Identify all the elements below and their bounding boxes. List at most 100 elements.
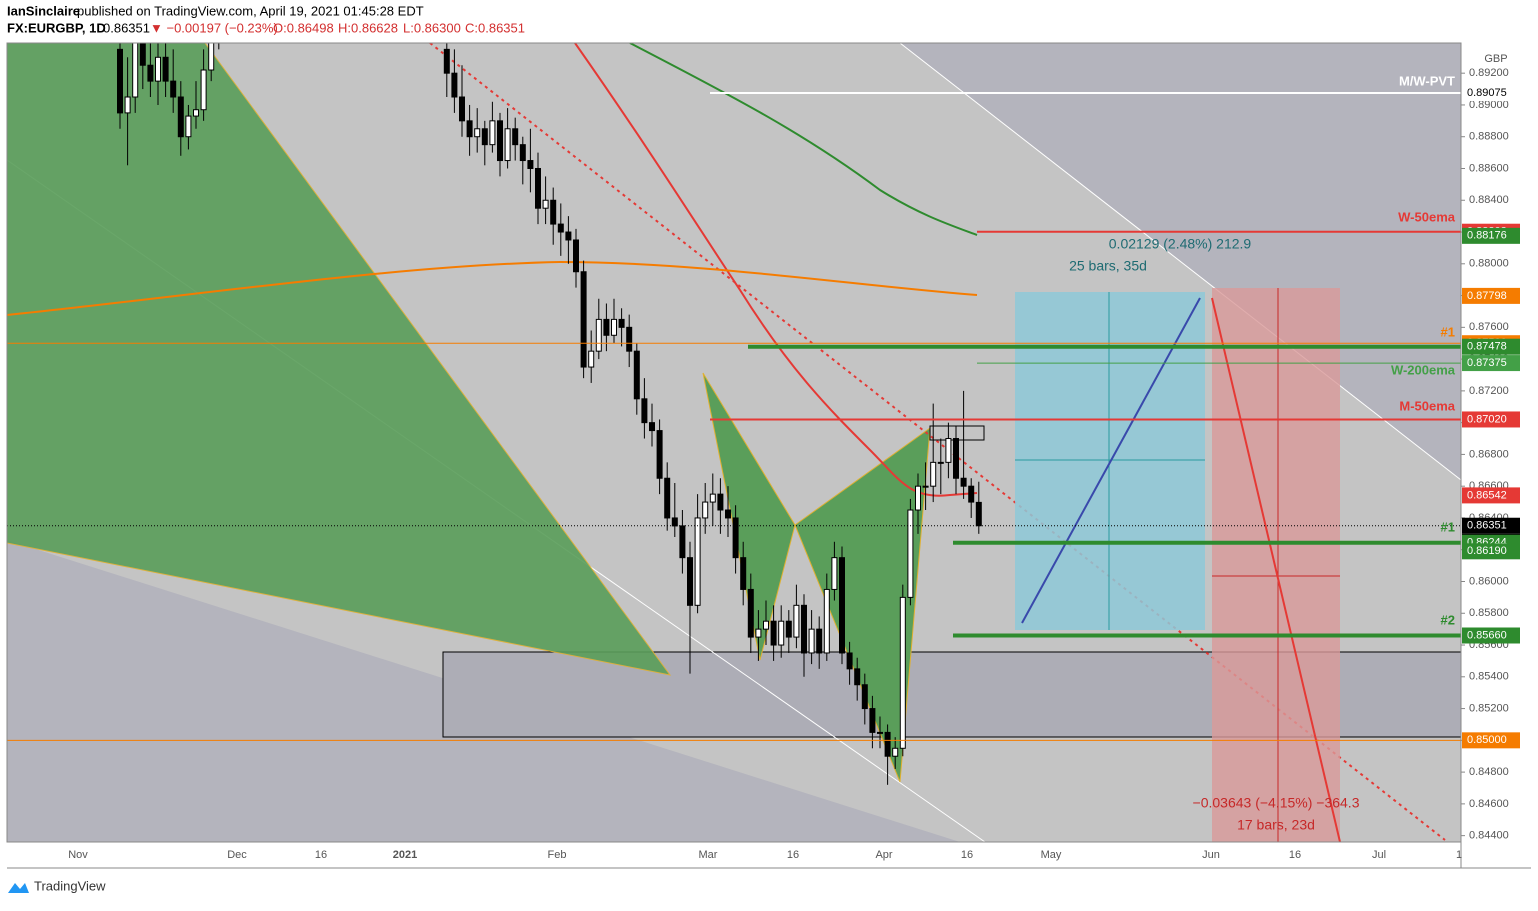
candle-body [497,120,503,162]
triangle [7,43,672,676]
candle-body [778,620,785,646]
y-tick-label: 0.88400 [1469,194,1509,206]
candle-body [725,509,731,519]
candle-body [603,318,610,336]
arrow [1211,297,1341,842]
currency: GBP [1484,53,1507,65]
candle-body [580,271,587,368]
candle-body [854,668,861,686]
candle-body [770,620,777,646]
y-tick-label: 0.85800 [1469,607,1509,619]
x-tick-label: 16 [1289,849,1301,861]
price-label: 0.87020 [1467,413,1507,425]
level-name: W-200ema [1391,362,1456,377]
x-tick-label: 2021 [393,849,417,861]
footer-brand: TradingView [34,878,106,893]
candle-body [907,509,914,598]
y-tick-label: 0.85400 [1469,671,1509,683]
candle-body [763,620,769,630]
candle-body [664,477,671,519]
candle-body [193,109,199,117]
candle-body [968,485,975,503]
candle-body [899,596,906,749]
x-tick-label: 1 [1456,849,1462,861]
price-label-bg [1462,517,1520,534]
candle-body [504,128,511,162]
price-label: 0.86351 [1467,520,1507,532]
candle-body [459,96,465,122]
y-tick-label: 0.84600 [1469,798,1509,810]
candle-body [960,477,967,487]
short-stat: −0.03643 (−4.15%) −364.3 [1193,795,1360,811]
level-name: #2 [1441,612,1455,627]
level-name: M/W-PVT [1399,73,1455,88]
candle-body [702,501,709,519]
candle-body [132,43,139,98]
price-label-bg [1462,287,1520,304]
candle-body [975,501,982,527]
candle-body [732,517,739,559]
candle-body [527,160,534,169]
candle-body [679,525,686,559]
change: ▼ −0.00197 (−0.23%) [150,20,278,35]
long-stat: 0.02129 (2.48%) 212.9 [1109,236,1252,252]
x-tick-label: 16 [787,849,799,861]
candle-body [185,115,192,138]
candle-body [641,398,648,424]
candle-body [512,128,519,146]
candle-body [595,318,602,352]
price-label-bg [1462,85,1520,102]
x-tick-label: 16 [315,849,327,861]
candle-body [869,708,876,733]
candle-body [877,731,883,734]
candle-body [208,43,215,71]
candle-body [481,128,488,146]
channel-line [899,43,1461,481]
level-name: #1 [1441,324,1455,339]
ma-red [574,43,978,497]
candle-body [709,493,716,503]
y-tick-label: 0.89200 [1469,67,1509,79]
price-label-bg [1462,338,1520,355]
logo [8,883,29,893]
x-tick-label: Feb [548,849,567,861]
candle-body [861,684,868,710]
candle-body [801,604,807,654]
trend-line [429,43,1446,841]
candle-body [671,517,678,527]
y-tick-label: 0.87200 [1469,385,1509,397]
price-label-bg [1462,543,1520,560]
candle-body [443,48,450,74]
x-tick-label: Jun [1202,849,1220,861]
candle-body [808,628,815,654]
candle-body [139,43,146,66]
candle-body [557,223,564,233]
published: published on TradingView.com, April 19, … [77,3,424,18]
candle-body [922,485,929,488]
ma-green [629,43,978,236]
arrow [1021,297,1201,624]
y-tick-label: 0.86800 [1469,448,1509,460]
candle-body [542,199,549,209]
candle-body [200,69,207,111]
y-tick-label: 0.84400 [1469,830,1509,842]
candle-body [649,422,655,432]
candle-body [793,604,800,638]
candle-body [474,128,481,138]
candle-body [892,747,899,757]
candle-body [785,620,792,638]
symbol: FX:EURGBP, 1D [7,20,106,35]
candle-body [930,461,937,487]
candle-body [831,557,838,590]
candle-body [953,438,959,479]
short-stat: 17 bars, 23d [1237,817,1315,833]
x-tick-label: Mar [699,849,718,861]
price-label-bg [1462,627,1520,644]
x-tick-label: Nov [68,849,88,861]
candle-body [694,517,701,606]
candle-body [550,199,557,225]
candle-body [588,350,595,368]
candle-body [565,231,572,241]
candle-body [155,56,161,82]
y-tick-label: 0.85200 [1469,702,1509,714]
